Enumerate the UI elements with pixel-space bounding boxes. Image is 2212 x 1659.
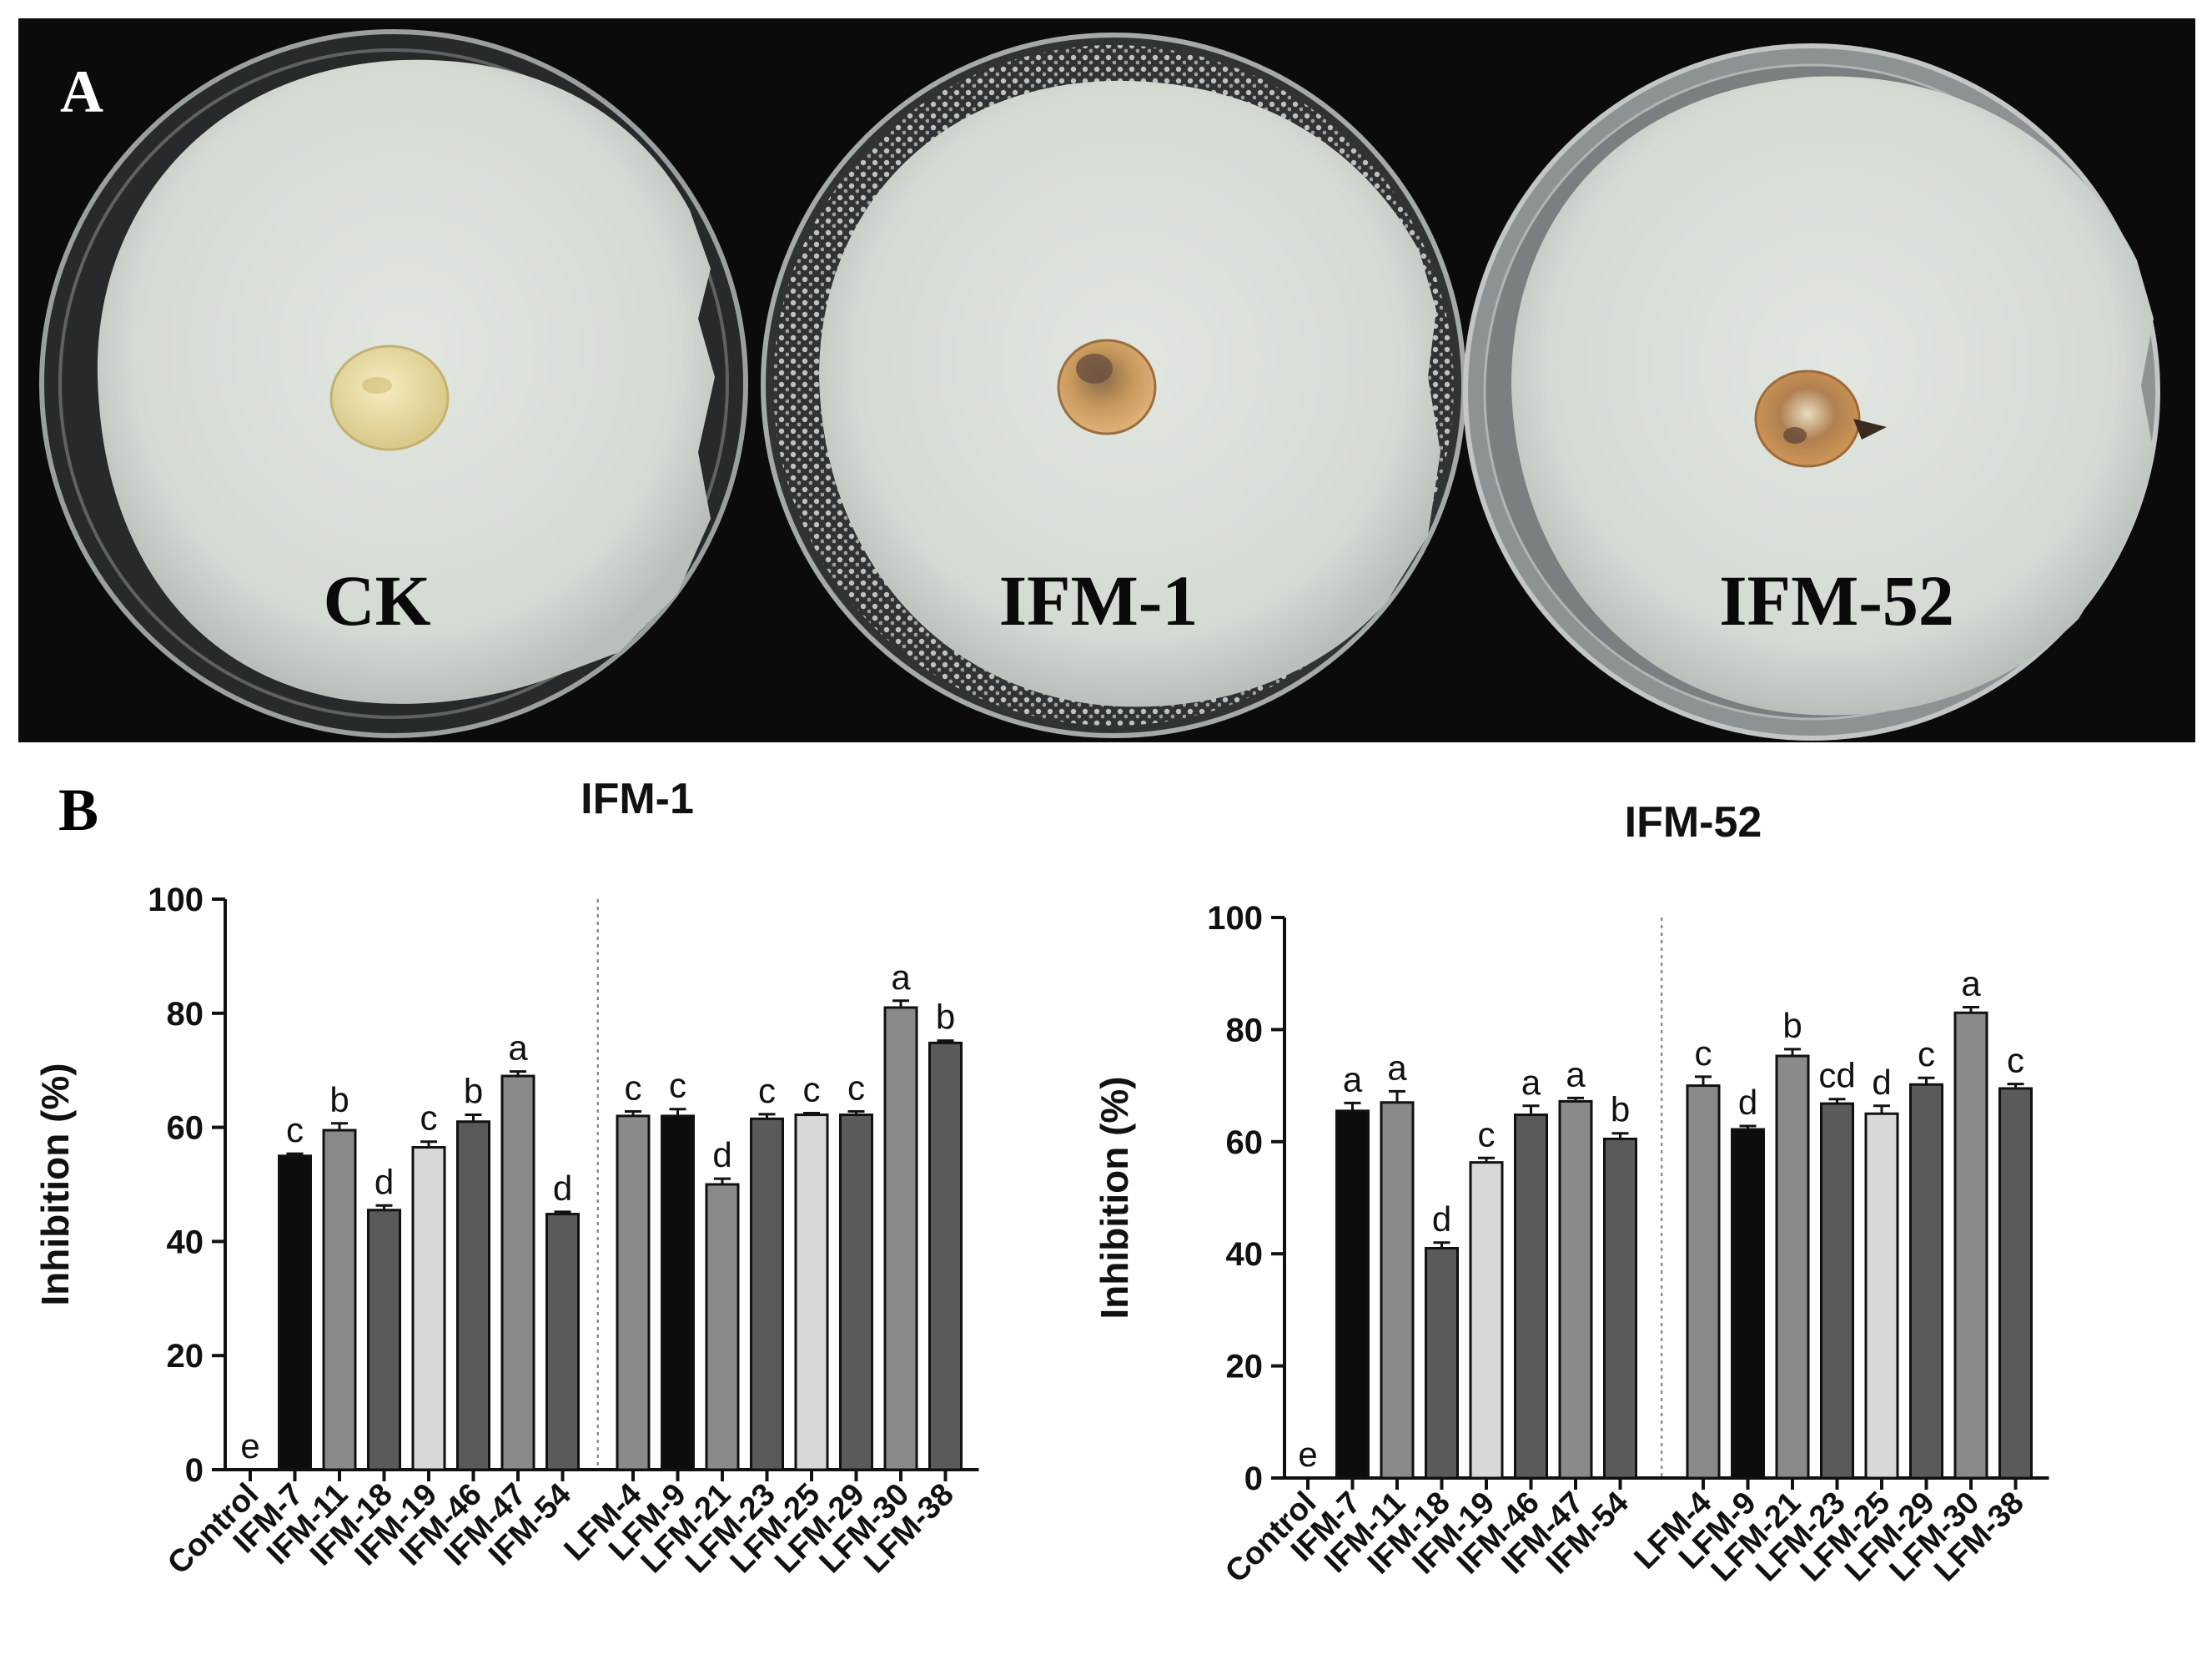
significance-letter: c bbox=[669, 1066, 686, 1105]
significance-letter: a bbox=[1961, 964, 1981, 1003]
y-tick-label: 80 bbox=[1226, 1012, 1264, 1048]
bar bbox=[794, 1114, 829, 1471]
bar bbox=[705, 1183, 740, 1471]
significance-letter: a bbox=[1521, 1063, 1541, 1102]
dish-ifm-52 bbox=[1463, 43, 2160, 741]
bar bbox=[500, 1074, 535, 1471]
significance-letter: c bbox=[1918, 1034, 1935, 1073]
significance-letter: c bbox=[847, 1068, 865, 1107]
bar bbox=[278, 1154, 312, 1471]
bar bbox=[456, 1120, 490, 1471]
significance-letter: d bbox=[1738, 1083, 1757, 1122]
bar bbox=[1558, 1099, 1593, 1480]
bar bbox=[1380, 1101, 1415, 1480]
bar bbox=[1686, 1084, 1721, 1480]
y-tick-label: 60 bbox=[167, 1110, 204, 1147]
significance-letter: b bbox=[1611, 1090, 1630, 1129]
significance-letter: c bbox=[625, 1068, 642, 1107]
y-axis-label: Inhibition (%) bbox=[1093, 1076, 1136, 1319]
dish-label-ifm-52: IFM-52 bbox=[1719, 561, 1954, 641]
significance-letter: a bbox=[1566, 1054, 1586, 1093]
y-tick-label: 20 bbox=[1226, 1349, 1264, 1385]
y-tick-label: 100 bbox=[1207, 900, 1263, 937]
significance-letter: c bbox=[758, 1071, 776, 1110]
dish-label-ifm-1: IFM-1 bbox=[998, 561, 1199, 641]
significance-letter: e bbox=[240, 1426, 259, 1465]
bar bbox=[1469, 1161, 1504, 1480]
bar bbox=[1514, 1114, 1548, 1480]
significance-letter: a bbox=[891, 958, 911, 997]
significance-letter: b bbox=[329, 1080, 349, 1119]
bar bbox=[1603, 1137, 1637, 1480]
bar bbox=[1335, 1109, 1370, 1480]
significance-letter: a bbox=[508, 1028, 528, 1068]
bar bbox=[616, 1114, 651, 1471]
y-tick-label: 60 bbox=[1226, 1124, 1264, 1161]
bar bbox=[1820, 1102, 1854, 1480]
y-tick-label: 40 bbox=[1226, 1236, 1264, 1273]
chart-title-ifm-1: IFM-1 bbox=[581, 775, 694, 823]
bar bbox=[1909, 1083, 1943, 1480]
panel-a-label: A bbox=[60, 58, 103, 125]
significance-letter: d bbox=[1432, 1199, 1451, 1239]
y-tick-label: 0 bbox=[1244, 1460, 1263, 1497]
bar bbox=[1775, 1054, 1810, 1480]
bar bbox=[1731, 1128, 1765, 1480]
bar bbox=[661, 1114, 695, 1471]
chart-title-ifm-52: IFM-52 bbox=[1624, 798, 1762, 847]
bar bbox=[411, 1146, 446, 1471]
y-axis-label: Inhibition (%) bbox=[33, 1063, 77, 1305]
significance-letter: cd bbox=[1818, 1056, 1855, 1095]
significance-letter: a bbox=[1343, 1059, 1363, 1098]
photo-panel: A CK IFM-1 IFM-52 bbox=[18, 18, 2195, 742]
significance-letter: d bbox=[553, 1169, 572, 1208]
bar bbox=[1864, 1112, 1899, 1480]
significance-letter: b bbox=[936, 998, 955, 1037]
significance-letter: c bbox=[286, 1110, 304, 1149]
petri-dish-photos bbox=[39, 29, 2160, 741]
y-tick-label: 0 bbox=[185, 1452, 204, 1489]
bar bbox=[1998, 1087, 2033, 1480]
bar bbox=[883, 1006, 918, 1471]
y-tick-label: 40 bbox=[167, 1224, 204, 1260]
significance-letter: c bbox=[2007, 1041, 2024, 1080]
significance-letter: b bbox=[464, 1072, 483, 1111]
significance-letter: d bbox=[712, 1135, 731, 1174]
bar bbox=[322, 1129, 357, 1471]
y-tick-label: 80 bbox=[167, 996, 204, 1033]
significance-letter: d bbox=[1872, 1063, 1891, 1102]
significance-letter: c bbox=[1695, 1033, 1712, 1073]
bar bbox=[545, 1213, 580, 1471]
significance-letter: c bbox=[420, 1098, 438, 1138]
significance-letter: e bbox=[1298, 1435, 1317, 1474]
y-tick-label: 100 bbox=[148, 882, 204, 918]
dish-label-ck: CK bbox=[323, 561, 431, 641]
bar bbox=[750, 1117, 784, 1471]
significance-letter: a bbox=[1387, 1048, 1407, 1087]
dish-ifm-1 bbox=[761, 33, 1466, 738]
significance-letter: c bbox=[1478, 1114, 1496, 1154]
significance-letter: b bbox=[1782, 1006, 1802, 1045]
significance-letter: d bbox=[375, 1162, 394, 1201]
bar bbox=[367, 1209, 401, 1471]
y-tick-label: 20 bbox=[167, 1338, 204, 1375]
significance-letter: c bbox=[803, 1070, 821, 1109]
bar bbox=[839, 1114, 873, 1471]
dish-ck bbox=[39, 29, 748, 738]
panel-b-label: B bbox=[58, 777, 99, 843]
bar bbox=[1953, 1011, 1988, 1480]
bar bbox=[928, 1041, 963, 1471]
bar bbox=[1425, 1246, 1459, 1480]
